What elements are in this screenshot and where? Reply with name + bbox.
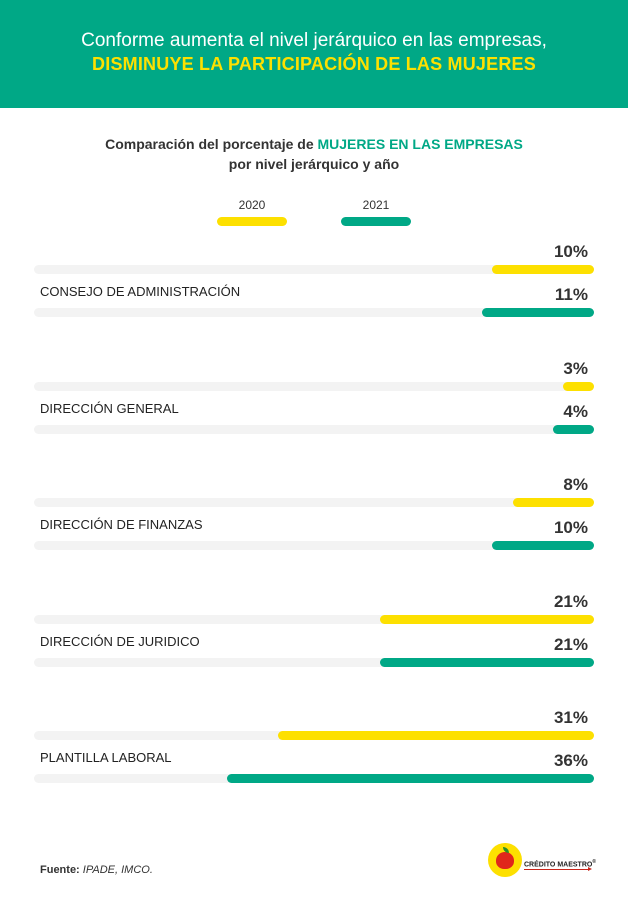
bar-2021-5 — [227, 774, 594, 783]
category-label-2: DIRECCIÓN GENERAL — [40, 400, 179, 416]
credito-maestro-logo: CRÉDITO MAESTRO® — [488, 843, 598, 879]
bar-track — [34, 381, 594, 391]
data-label-2020-1: 10% — [553, 242, 588, 261]
header-banner: Conforme aumenta el nivel jerárquico en … — [0, 0, 628, 108]
category-label-5: PLANTILLA LABORAL — [40, 750, 172, 765]
data-label-2020-3: 8% — [563, 475, 588, 494]
legend-2021: 2021 — [341, 198, 411, 226]
legend-swatch-2021 — [341, 217, 411, 226]
category-label-1: CONSEJO DE ADMINISTRACIÓN — [40, 284, 241, 299]
legend-swatch-2020 — [217, 217, 287, 226]
logo-arrow-icon — [524, 867, 592, 871]
bar-2021-1 — [482, 308, 594, 317]
bar-2020-2 — [563, 381, 594, 391]
apple-icon — [496, 852, 514, 869]
data-label-2021-2: 4% — [563, 401, 588, 421]
subtitle-highlight: MUJERES EN LAS EMPRESAS — [317, 136, 523, 152]
data-label-2020-4: 21% — [553, 591, 588, 611]
footer-label: Fuente: — [40, 864, 80, 876]
bar-track — [34, 657, 594, 667]
legend-label-2020: 2020 — [238, 198, 266, 212]
bar-2021-4 — [380, 657, 594, 667]
header-line-2: DISMINUYE LA PARTICIPACIÓN DE LAS MUJERE… — [92, 54, 536, 74]
data-label-2021-3: 10% — [553, 518, 588, 537]
legend-label-2021: 2021 — [362, 198, 390, 212]
data-label-2021-4: 21% — [553, 634, 588, 654]
data-label-2021-1: 11% — [554, 285, 588, 304]
chart-subtitle: Comparación del porcentaje de MUJERES EN… — [0, 134, 628, 174]
bar-2020-1 — [492, 265, 594, 274]
data-label-2020-5: 31% — [553, 708, 588, 727]
footer-source: Fuente: IPADE, IMCO. — [40, 864, 153, 876]
bar-2021-2 — [553, 424, 594, 434]
logo-text: CRÉDITO MAESTRO® — [524, 859, 597, 869]
bar-2021-3 — [492, 541, 594, 550]
bar-track — [34, 424, 594, 434]
category-label-4: DIRECCIÓN DE JURIDICO — [40, 633, 200, 649]
bar-2020-3 — [512, 498, 594, 507]
data-label-2021-5: 36% — [553, 751, 588, 770]
legend-2020: 2020 — [217, 198, 287, 226]
subtitle-prefix: Comparación del porcentaje de — [105, 136, 318, 152]
header-line-1: Conforme aumenta el nivel jerárquico en … — [81, 30, 547, 51]
category-label-3: DIRECCIÓN DE FINANZAS — [40, 517, 203, 532]
data-label-2020-2: 3% — [563, 358, 588, 378]
bar-track — [34, 498, 594, 507]
bar-track — [34, 265, 594, 274]
bar-2020-5 — [278, 731, 594, 740]
footer-source-text: IPADE, IMCO. — [82, 864, 153, 876]
bar-track — [34, 308, 594, 317]
leaf-icon — [503, 847, 509, 853]
bar-track — [34, 541, 594, 550]
subtitle-line-2: por nivel jerárquico y año — [228, 156, 400, 172]
bar-track — [34, 614, 594, 624]
bar-2020-4 — [380, 614, 594, 624]
